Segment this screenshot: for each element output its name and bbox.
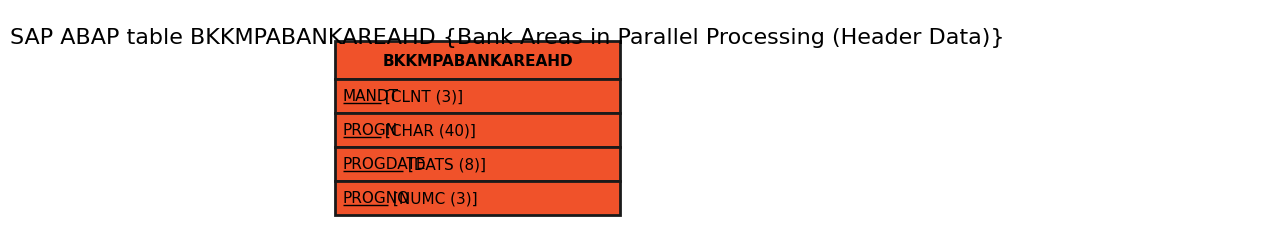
Text: SAP ABAP table BKKMPABANKAREAHD {Bank Areas in Parallel Processing (Header Data): SAP ABAP table BKKMPABANKAREAHD {Bank Ar…	[10, 28, 1004, 48]
Text: PROGNO: PROGNO	[343, 191, 410, 206]
Text: BKKMPABANKAREAHD: BKKMPABANKAREAHD	[382, 53, 573, 68]
Text: MANDT: MANDT	[343, 89, 398, 104]
Text: [DATS (8)]: [DATS (8)]	[404, 157, 485, 172]
Bar	[336, 113, 620, 147]
Bar	[336, 42, 620, 80]
Text: [CLNT (3)]: [CLNT (3)]	[380, 89, 464, 104]
Bar	[336, 80, 620, 113]
Text: [NUMC (3)]: [NUMC (3)]	[388, 191, 478, 206]
Text: PROGDATE: PROGDATE	[343, 157, 427, 172]
Text: PROGN: PROGN	[343, 123, 398, 138]
Text: [CHAR (40)]: [CHAR (40)]	[380, 123, 477, 138]
Bar	[336, 181, 620, 215]
Bar	[336, 147, 620, 181]
